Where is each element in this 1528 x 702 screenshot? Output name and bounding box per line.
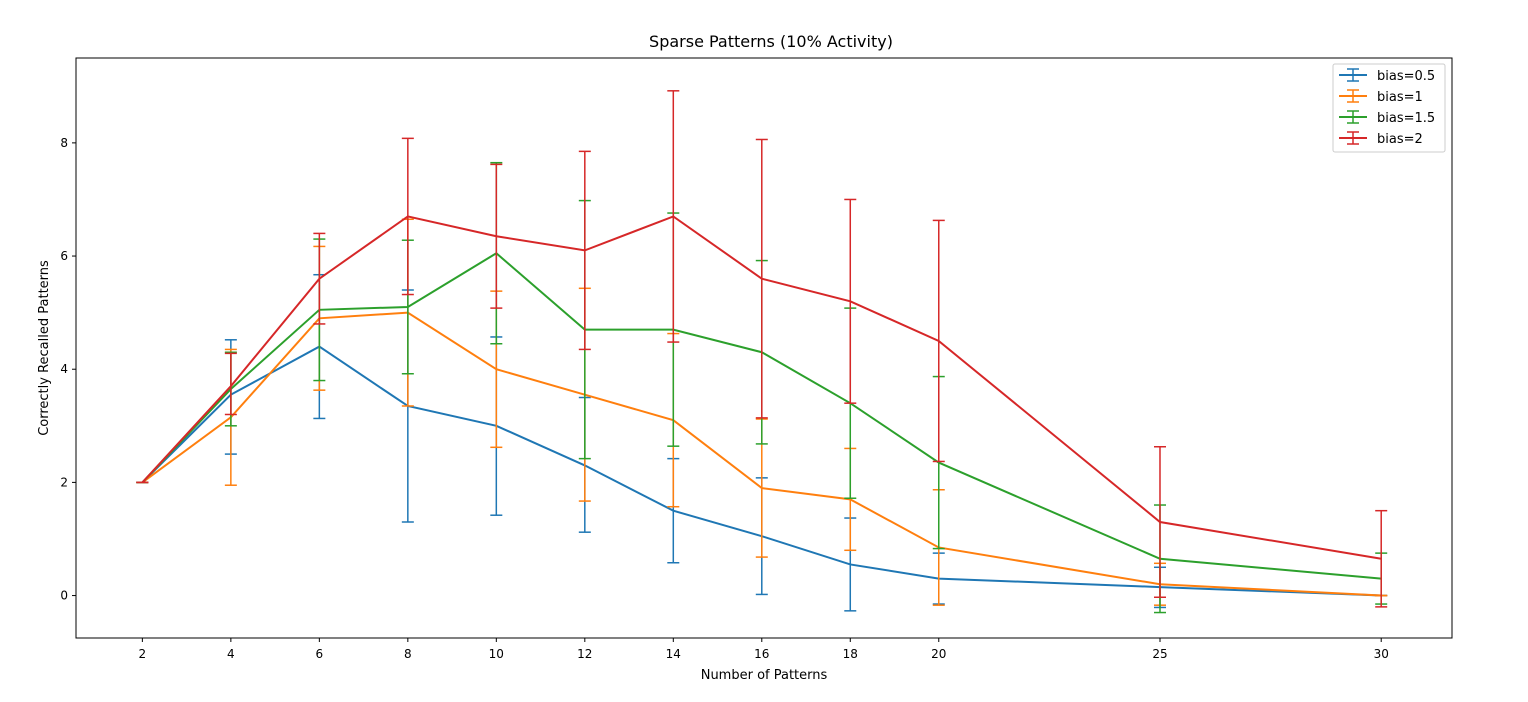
legend-item: bias=0.5 [1339, 68, 1435, 84]
legend-label: bias=0.5 [1377, 69, 1435, 84]
x-tick-label: 18 [843, 647, 858, 661]
series-line [141, 215, 1382, 560]
x-axis: 2 4 6 8 10 12 14 16 18 20 25 30 [139, 638, 1389, 661]
plot-area [75, 57, 1453, 639]
legend-box [1332, 63, 1446, 153]
legend-label: bias=2 [1377, 132, 1423, 147]
x-tick-label: 4 [227, 647, 235, 661]
legend: bias=0.5 bias=1 bias=1.5 bias=2 [1332, 63, 1446, 153]
y-tick-label: 4 [60, 362, 68, 376]
x-tick-label: 14 [666, 647, 681, 661]
x-tick-label: 30 [1374, 647, 1389, 661]
series-line [141, 251, 1382, 580]
x-axis-label: Number of Patterns [701, 668, 828, 683]
x-tick-label: 8 [404, 647, 412, 661]
series-line [141, 345, 1382, 597]
legend-label: bias=1.5 [1377, 111, 1435, 126]
series-bias=2 [136, 90, 1388, 608]
y-tick-label: 6 [60, 249, 68, 263]
x-tick-label: 10 [489, 647, 504, 661]
x-tick-label: 2 [139, 647, 147, 661]
legend-item: bias=2 [1339, 131, 1423, 147]
y-axis-label: Correctly Recalled Patterns [37, 260, 52, 436]
series-line [141, 311, 1382, 597]
y-tick-label: 2 [60, 475, 68, 489]
series-layer [136, 90, 1388, 614]
legend-item: bias=1.5 [1339, 110, 1435, 126]
chart-title: Sparse Patterns (10% Activity) [649, 32, 893, 51]
x-tick-label: 12 [577, 647, 592, 661]
legend-item: bias=1 [1339, 89, 1423, 105]
x-tick-label: 25 [1152, 647, 1167, 661]
y-tick-label: 0 [60, 589, 68, 603]
x-tick-label: 20 [931, 647, 946, 661]
x-tick-label: 16 [754, 647, 769, 661]
legend-label: bias=1 [1377, 90, 1423, 105]
x-tick-label: 6 [316, 647, 324, 661]
y-axis: 0 2 4 6 8 [60, 136, 76, 603]
y-tick-label: 8 [60, 136, 68, 150]
